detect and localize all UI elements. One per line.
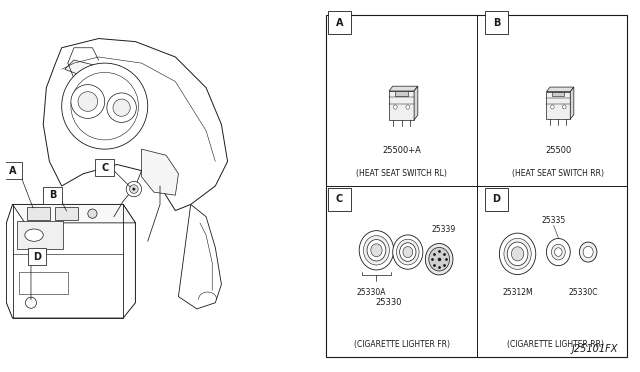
Text: C: C [336,195,343,204]
Circle shape [552,244,565,260]
Text: J25101FX: J25101FX [572,344,618,354]
Circle shape [393,235,423,269]
Circle shape [71,72,138,140]
Polygon shape [13,205,136,223]
Text: 25335: 25335 [541,216,566,225]
Circle shape [113,99,130,116]
FancyBboxPatch shape [3,162,22,179]
Text: B: B [493,17,500,28]
FancyBboxPatch shape [17,221,63,249]
Circle shape [394,105,397,109]
Circle shape [107,93,136,122]
Circle shape [403,247,413,258]
Circle shape [426,244,453,275]
Polygon shape [6,205,136,318]
Text: 25312M: 25312M [502,288,533,297]
Ellipse shape [25,229,44,241]
Text: A: A [336,17,343,28]
Text: (CIGARETTE LIGHTER RR): (CIGARETTE LIGHTER RR) [507,340,604,349]
Polygon shape [414,86,418,120]
Circle shape [499,233,536,275]
Circle shape [71,84,105,118]
FancyBboxPatch shape [95,159,114,176]
FancyBboxPatch shape [28,207,50,220]
Circle shape [555,248,562,256]
Circle shape [132,188,135,190]
Circle shape [129,185,138,193]
Text: 25330: 25330 [376,298,403,308]
Bar [396,91,408,96]
Text: D: D [33,251,41,262]
Circle shape [504,238,531,269]
Text: (HEAT SEAT SWITCH RL): (HEAT SEAT SWITCH RL) [356,169,447,178]
Text: A: A [9,166,16,176]
Circle shape [547,238,570,266]
Circle shape [371,244,382,257]
Circle shape [364,235,389,265]
Bar [484,188,508,211]
Polygon shape [179,205,221,309]
Polygon shape [65,60,99,78]
Text: (CIGARETTE LIGHTER FR): (CIGARETTE LIGHTER FR) [353,340,449,349]
Polygon shape [547,87,574,92]
Circle shape [126,182,141,197]
Circle shape [511,247,524,261]
Circle shape [579,242,597,262]
Circle shape [429,247,449,271]
Text: D: D [492,195,500,204]
Circle shape [399,243,416,262]
Circle shape [78,92,98,111]
Polygon shape [547,92,570,119]
Circle shape [359,231,394,270]
Bar [328,11,351,34]
Circle shape [88,209,97,218]
Circle shape [26,297,36,308]
Polygon shape [389,86,418,91]
Polygon shape [44,39,228,211]
Circle shape [550,105,554,109]
Text: (HEAT SEAT SWITCH RR): (HEAT SEAT SWITCH RR) [513,169,604,178]
Circle shape [583,246,593,258]
Text: 25500: 25500 [545,146,572,155]
Circle shape [406,105,410,109]
Text: C: C [101,163,108,173]
Bar [552,92,564,96]
Polygon shape [389,91,414,120]
Text: 25500+A: 25500+A [382,146,421,155]
FancyBboxPatch shape [28,248,46,265]
FancyBboxPatch shape [55,207,77,220]
Text: B: B [49,190,56,200]
Text: 25339: 25339 [432,225,456,234]
Circle shape [397,239,419,265]
Bar [484,11,508,34]
Bar [328,188,351,211]
Circle shape [61,63,148,149]
Text: 25330A: 25330A [357,288,387,297]
Circle shape [508,242,528,266]
Polygon shape [141,149,179,195]
Circle shape [367,240,386,261]
Polygon shape [570,87,574,119]
Text: 25330C: 25330C [569,288,598,297]
Circle shape [563,105,566,109]
FancyBboxPatch shape [44,187,61,203]
